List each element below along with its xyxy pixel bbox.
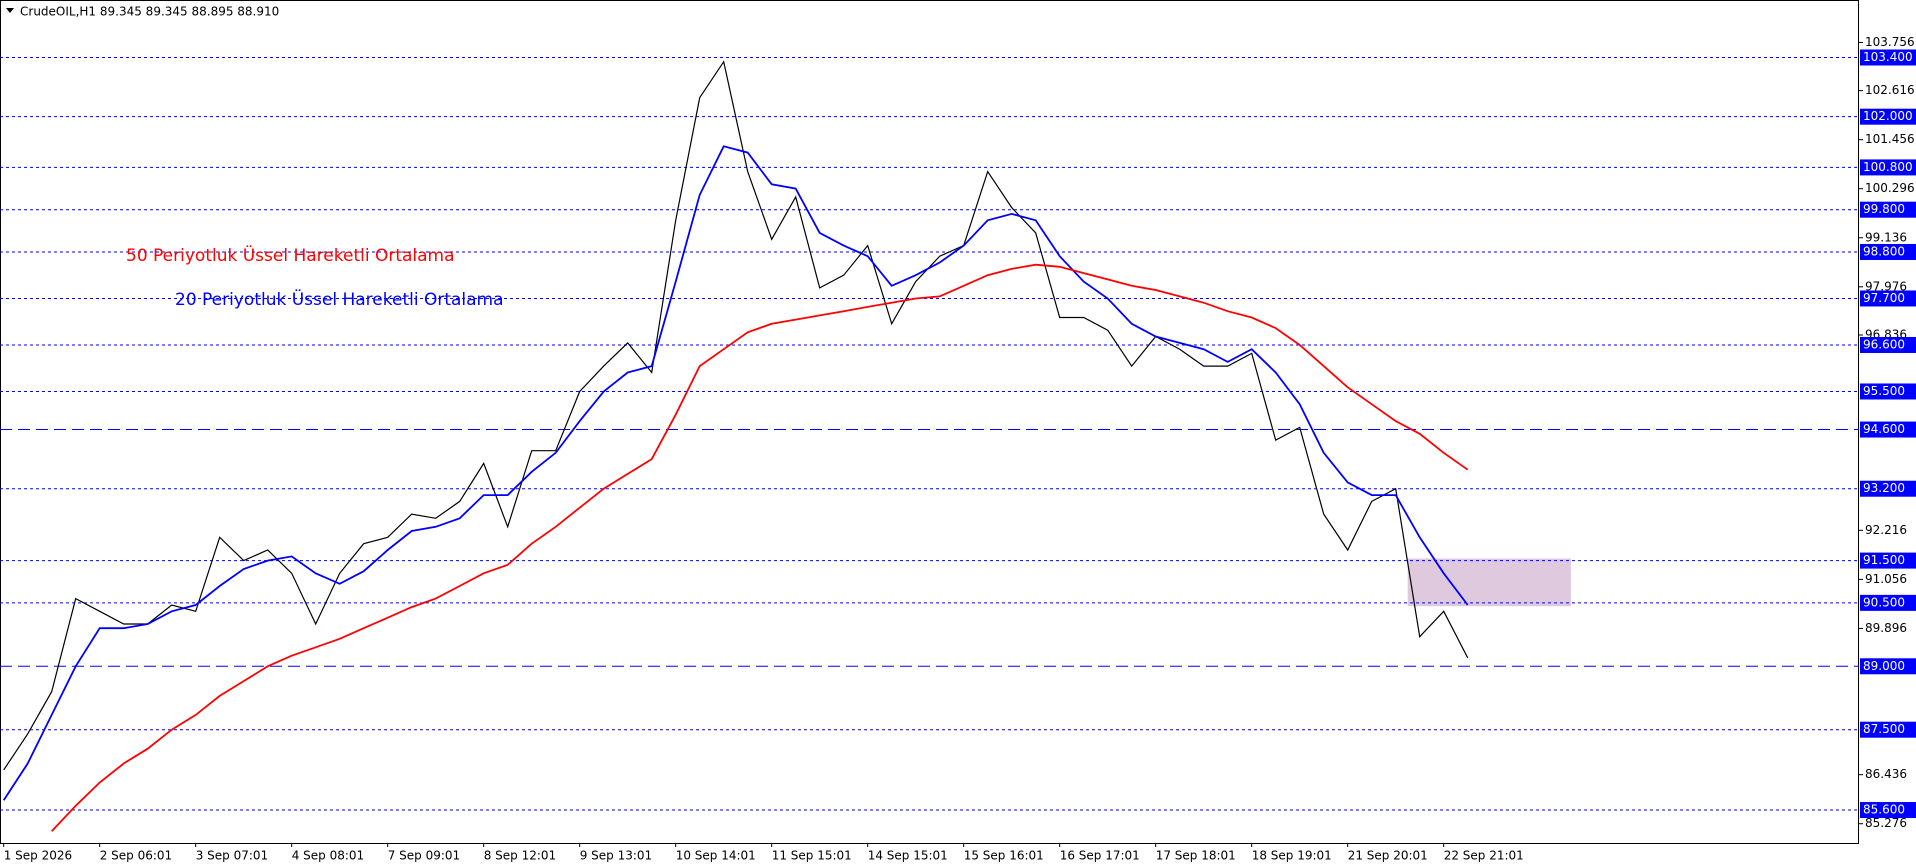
y-tick-label: 85.276 — [1865, 816, 1907, 830]
level-tag — [1860, 658, 1916, 675]
x-tick-label: 21 Sep 20:01 — [1348, 849, 1428, 863]
plot-frame — [0, 0, 1859, 844]
series-line — [2, 145, 1469, 801]
y-tick-label: 92.216 — [1865, 523, 1907, 537]
level-tag — [1860, 383, 1916, 400]
x-tick-label: 8 Sep 12:01 — [484, 849, 556, 863]
level-tag — [1860, 421, 1916, 438]
level-label: 85.600 — [1863, 803, 1905, 817]
level-tag — [1860, 480, 1916, 497]
level-label: 96.600 — [1863, 337, 1905, 351]
level-label: 103.400 — [1863, 50, 1913, 64]
level-tag — [1860, 552, 1916, 569]
series-line — [3, 60, 1469, 771]
x-tick-label: 15 Sep 16:01 — [964, 849, 1044, 863]
level-label: 87.500 — [1863, 722, 1905, 736]
y-tick-label: 101.456 — [1865, 132, 1915, 146]
x-tick-label: 11 Sep 15:01 — [772, 849, 852, 863]
level-label: 100.800 — [1863, 160, 1913, 174]
level-label: 94.600 — [1863, 422, 1905, 436]
level-tag — [1860, 336, 1916, 353]
level-label: 90.500 — [1863, 595, 1905, 609]
series-line — [51, 263, 1469, 832]
level-tag — [1860, 159, 1916, 176]
x-tick-label: 16 Sep 17:01 — [1060, 849, 1140, 863]
x-tick-label: 9 Sep 13:01 — [580, 849, 652, 863]
level-label: 89.000 — [1863, 659, 1905, 673]
level-label: 98.800 — [1863, 244, 1905, 258]
level-label: 93.200 — [1863, 481, 1905, 495]
level-tag — [1860, 49, 1916, 66]
x-tick-label: 3 Sep 07:01 — [196, 849, 268, 863]
y-tick-label: 100.296 — [1865, 181, 1915, 195]
level-tag — [1860, 243, 1916, 260]
level-label: 95.500 — [1863, 384, 1905, 398]
x-tick-label: 10 Sep 14:01 — [676, 849, 756, 863]
x-tick-label: 14 Sep 15:01 — [868, 849, 948, 863]
y-tick-label: 91.056 — [1865, 572, 1907, 586]
chart-title: CrudeOIL,H1 89.345 89.345 88.895 88.910 — [20, 5, 279, 19]
x-tick-label: 2 Sep 06:01 — [100, 849, 172, 863]
y-tick-label: 103.756 — [1865, 35, 1915, 49]
level-tag — [1860, 802, 1916, 819]
x-tick-label: 17 Sep 18:01 — [1156, 849, 1236, 863]
zone — [1407, 558, 1571, 607]
y-tick-label: 102.616 — [1865, 83, 1915, 97]
level-tag — [1860, 290, 1916, 307]
level-tag — [1860, 721, 1916, 738]
y-tick-label: 99.136 — [1865, 230, 1907, 244]
level-label: 97.700 — [1863, 291, 1905, 305]
level-tag — [1860, 108, 1916, 125]
level-label: 91.500 — [1863, 553, 1905, 567]
annotation: 50 Periyotluk Üssel Hareketli Ortalama — [126, 244, 455, 266]
menu-icon — [6, 8, 14, 13]
x-tick-label: 4 Sep 08:01 — [292, 849, 364, 863]
x-tick-label: 1 Sep 2026 — [4, 849, 72, 863]
y-tick-label: 86.436 — [1865, 767, 1907, 781]
x-tick-label: 7 Sep 09:01 — [388, 849, 460, 863]
level-tag — [1860, 594, 1916, 611]
level-label: 102.000 — [1863, 109, 1913, 123]
x-tick-label: 22 Sep 21:01 — [1444, 849, 1524, 863]
level-tag — [1860, 201, 1916, 218]
x-tick-label: 18 Sep 19:01 — [1252, 849, 1332, 863]
y-tick-label: 97.976 — [1865, 279, 1907, 293]
annotation: 20 Periyotluk Üssel Hareketli Ortalama — [175, 288, 504, 310]
y-tick-label: 89.896 — [1865, 621, 1907, 635]
level-label: 99.800 — [1863, 202, 1905, 216]
